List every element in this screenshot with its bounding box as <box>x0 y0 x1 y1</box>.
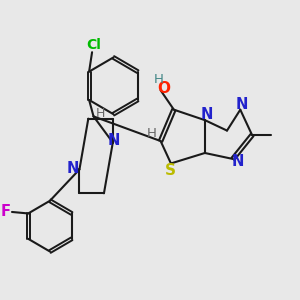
Text: N: N <box>108 133 121 148</box>
Text: H: H <box>154 73 164 86</box>
Text: O: O <box>158 81 171 96</box>
Text: N: N <box>200 107 212 122</box>
Text: N: N <box>231 154 244 169</box>
Text: F: F <box>1 205 11 220</box>
Text: Cl: Cl <box>86 38 101 52</box>
Text: N: N <box>67 161 79 176</box>
Text: N: N <box>236 97 248 112</box>
Text: H: H <box>96 107 106 120</box>
Text: S: S <box>165 163 176 178</box>
Text: H: H <box>147 127 157 140</box>
